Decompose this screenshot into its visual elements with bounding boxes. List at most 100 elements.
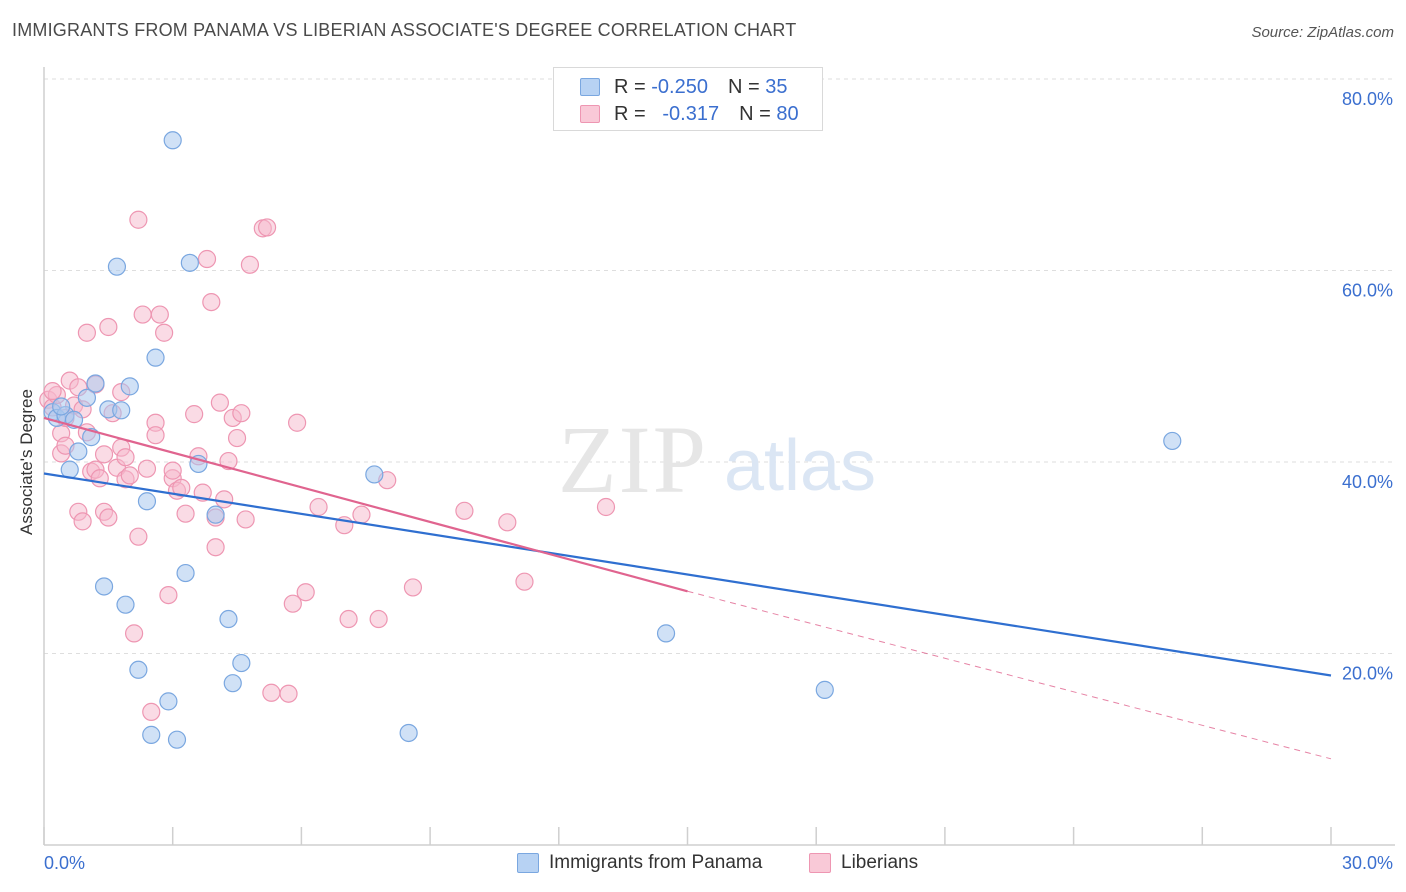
liberians-point <box>257 218 277 237</box>
liberians-point <box>185 405 204 424</box>
panama-point <box>399 723 418 743</box>
series-legend: Immigrants from Panama Liberians <box>0 852 1406 876</box>
panama-point <box>176 563 195 583</box>
liberians-point <box>232 404 251 423</box>
liberians-point <box>163 461 182 480</box>
liberians-point <box>240 255 260 274</box>
panama-point <box>656 624 676 643</box>
panama-point <box>120 377 139 396</box>
panama-point <box>167 730 187 749</box>
liberians-point <box>155 323 174 342</box>
liberians-point <box>124 624 144 643</box>
panama-swatch <box>580 78 600 96</box>
panama-point <box>1163 431 1182 451</box>
liberians-point <box>129 527 148 546</box>
panama-point <box>159 692 178 711</box>
y-tick-label: 20.0% <box>1342 664 1393 684</box>
legend-item-label: Immigrants from Panama <box>549 852 763 873</box>
panama-point <box>116 595 135 614</box>
legend-r-value: -0.317 <box>662 102 720 125</box>
panama-point <box>815 680 834 699</box>
liberians-point <box>309 497 328 517</box>
panama-point <box>146 348 165 367</box>
panama-point <box>232 653 251 673</box>
liberians-point <box>176 504 195 523</box>
legend-n-value: 35 <box>765 75 788 98</box>
liberians-point <box>206 538 225 557</box>
liberians-point <box>137 459 157 478</box>
liberians-point <box>133 305 152 324</box>
y-tick-label: 80.0% <box>1342 89 1393 109</box>
liberians-point <box>403 578 423 597</box>
panama-trend-line <box>43 472 1332 677</box>
legend-row-panama: R = -0.250 N = 35 <box>580 75 787 99</box>
legend-item-label: Liberians <box>841 852 919 873</box>
liberians-point <box>596 497 616 517</box>
liberians-swatch <box>809 853 831 873</box>
liberians-point <box>236 510 255 529</box>
panama-point <box>365 465 384 484</box>
liberians-point <box>352 505 371 524</box>
liberians-trend-line <box>43 416 688 593</box>
panama-point <box>142 725 161 744</box>
panama-point <box>163 131 182 150</box>
panama-point <box>86 374 105 393</box>
liberians-point <box>197 249 217 269</box>
legend-n-label: N = <box>727 75 760 98</box>
panama-swatch <box>517 853 539 873</box>
liberians-point <box>498 513 517 532</box>
liberians-point <box>94 445 114 464</box>
liberians-point <box>120 466 139 485</box>
watermark-atlas: atlas <box>724 426 876 506</box>
liberians-point <box>159 585 178 605</box>
y-tick-label: 40.0% <box>1342 472 1393 492</box>
correlation-legend: R = -0.250 N = 35 R = -0.317 N = 80 <box>553 67 823 131</box>
liberians-swatch <box>580 105 600 123</box>
liberians-point <box>279 684 298 703</box>
tick-labels: 20.0% 40.0% 60.0% 80.0% 0.0% 30.0% <box>44 89 1393 873</box>
liberians-point <box>227 428 247 448</box>
liberians-point <box>202 292 221 312</box>
panama-point <box>69 442 88 461</box>
trend-lines <box>43 416 1332 760</box>
legend-n-label: N = <box>739 102 771 125</box>
panama-point <box>180 253 199 272</box>
y-tick-label: 60.0% <box>1342 281 1393 301</box>
liberians-point <box>77 323 97 342</box>
liberians-trend-extension <box>687 590 1332 760</box>
panama-point <box>219 609 238 629</box>
legend-r-value: -0.250 <box>651 75 708 98</box>
panama-point <box>107 257 127 276</box>
legend-item-liberians[interactable]: Liberians <box>809 852 918 874</box>
panama-point <box>137 492 157 511</box>
liberians-point <box>146 426 165 445</box>
watermark: ZIP atlas <box>558 406 876 513</box>
liberians-point <box>99 317 118 337</box>
panama-points <box>43 131 1182 749</box>
liberians-point <box>296 583 315 602</box>
panama-point <box>206 505 225 524</box>
panama-point <box>52 397 71 416</box>
liberians-point <box>116 448 135 467</box>
watermark-zip: ZIP <box>558 406 708 513</box>
liberians-point <box>129 210 148 229</box>
gridlines <box>44 78 1395 654</box>
liberians-point <box>215 490 234 509</box>
x-tick-label: 30.0% <box>1342 853 1393 873</box>
axes <box>43 67 1395 846</box>
panama-point <box>94 577 114 596</box>
liberians-point <box>455 501 474 520</box>
liberians-point <box>219 451 238 471</box>
legend-item-panama[interactable]: Immigrants from Panama <box>517 852 762 874</box>
liberians-point <box>283 594 302 613</box>
panama-point <box>112 401 131 420</box>
liberians-point <box>150 305 169 324</box>
liberians-point <box>99 508 118 527</box>
liberians-point <box>73 512 92 531</box>
x-tick-label: 0.0% <box>44 853 85 873</box>
liberians-point <box>288 413 307 432</box>
liberians-point <box>339 609 358 629</box>
liberians-point <box>515 572 534 591</box>
liberians-points <box>39 210 616 722</box>
chart-title: IMMIGRANTS FROM PANAMA VS LIBERIAN ASSOC… <box>12 20 797 40</box>
